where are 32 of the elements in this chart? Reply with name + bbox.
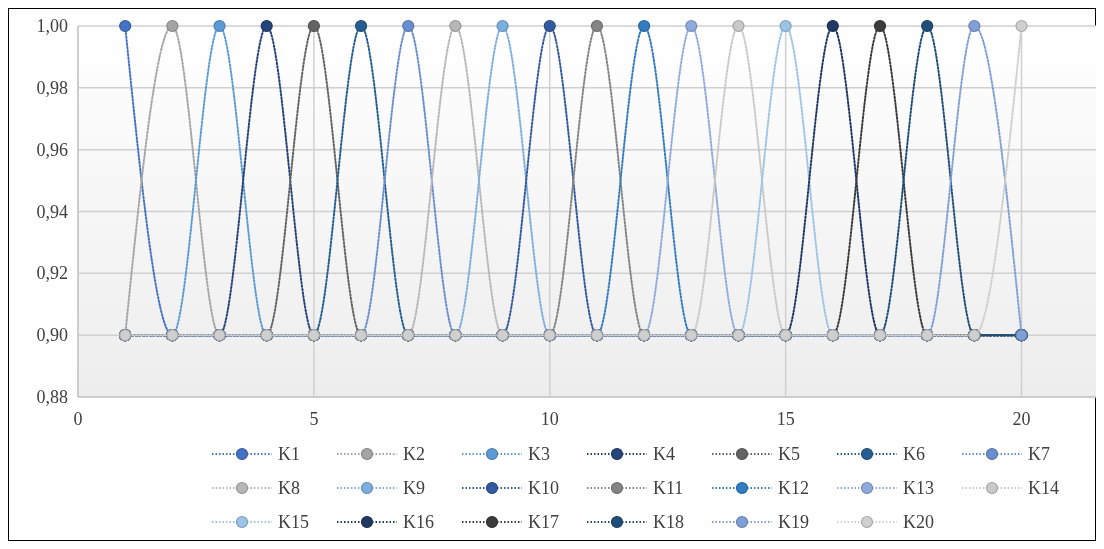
y-tick-label: 0,92 [36,263,68,284]
legend-label: K5 [778,444,800,464]
legend-label: K18 [653,512,684,532]
legend-label: K9 [403,478,425,498]
legend-label: K17 [528,512,559,532]
y-tick-label: 0,88 [36,387,68,407]
legend-label: K20 [903,512,934,532]
x-tick-label: 5 [309,409,319,429]
legend-label: K13 [903,478,934,498]
x-tick-label: 20 [1012,409,1031,429]
legend-label: K2 [403,444,425,464]
x-tick-label: 0 [73,409,83,429]
x-tick-label: 10 [540,409,559,429]
legend-label: K8 [278,478,300,498]
legend-label: K11 [653,478,684,498]
legend-label: K19 [778,512,809,532]
legend-label: K14 [1028,478,1059,498]
legend-label: K16 [403,512,434,532]
y-tick-label: 0,96 [36,139,68,160]
y-tick-label: 0,90 [36,325,68,346]
legend-label: K3 [528,444,550,464]
legend-label: K15 [278,512,309,532]
legend-label: K4 [653,444,675,464]
legend-label: K7 [1028,444,1050,464]
y-tick-label: 1,00 [36,16,68,36]
legend-label: K1 [278,444,300,464]
legend-label: K10 [528,478,559,498]
legend-label: K6 [903,444,925,464]
legend-label: K12 [778,478,809,498]
y-tick-label: 0,94 [36,201,68,222]
y-tick-label: 0,98 [36,77,68,98]
x-tick-label: 15 [776,409,795,429]
